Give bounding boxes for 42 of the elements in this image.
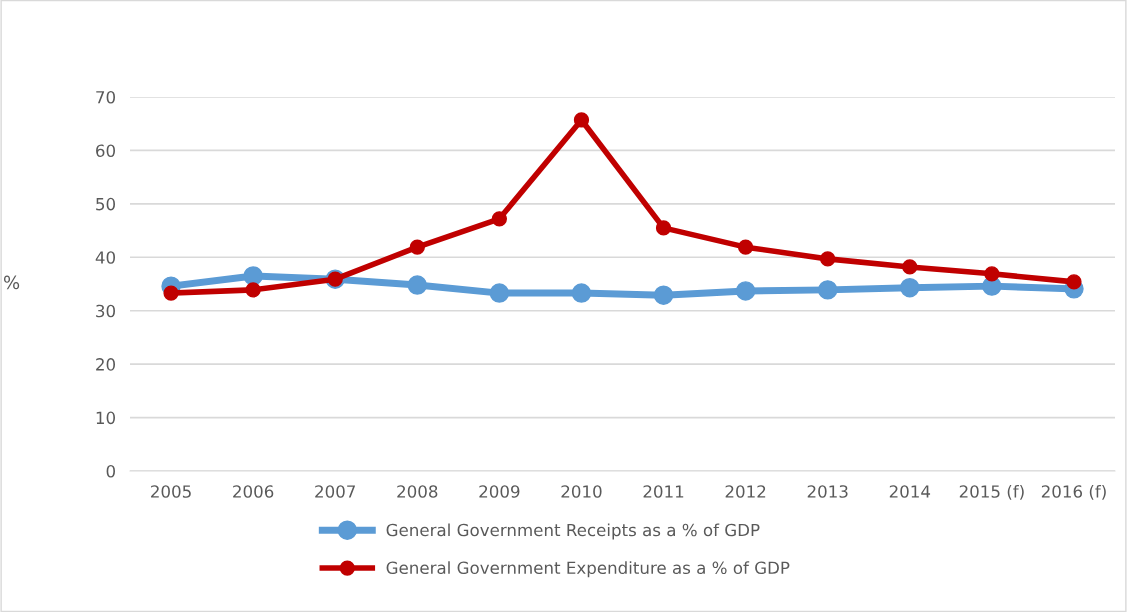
- point: [735, 281, 756, 301]
- y-tick-label: 20: [96, 358, 115, 371]
- x-tick-label: 2010: [561, 485, 602, 498]
- point: [245, 282, 261, 298]
- y-tick-label: 40: [95, 251, 115, 264]
- point: [817, 280, 838, 300]
- y-tick-label: 10: [96, 411, 115, 425]
- y-tick-label: 30: [96, 304, 115, 318]
- x-tick-label: 2015 (f): [959, 484, 1024, 500]
- x-tick-label: 2011: [643, 485, 684, 498]
- y-tick-label: 70: [96, 90, 115, 104]
- x-tick-label: 2016 (f): [1041, 484, 1106, 500]
- x-tick-label: 2007: [315, 485, 355, 498]
- legend-label: General Government Expenditure as a % of GDP: [386, 561, 790, 578]
- x-tick-label: 2008: [397, 485, 438, 498]
- x-tick-label: 2009: [479, 485, 520, 498]
- point: [655, 220, 672, 236]
- point: [491, 211, 508, 227]
- point: [653, 285, 674, 305]
- point: [163, 285, 179, 301]
- point: [820, 251, 836, 267]
- point: [984, 266, 1000, 282]
- point: [900, 278, 920, 298]
- point: [409, 239, 425, 255]
- legend-label: General Government Receipts as a % of GDP: [386, 523, 760, 540]
- point: [407, 275, 428, 295]
- y-axis-title: %: [3, 275, 20, 290]
- point: [1066, 274, 1082, 290]
- point: [571, 283, 592, 303]
- x-tick-label: 2013: [807, 485, 848, 498]
- y-tick-label: 0: [106, 464, 115, 478]
- y-tick-label: 50: [96, 197, 115, 211]
- x-tick-label: 2012: [725, 485, 766, 498]
- point: [902, 259, 918, 275]
- point: [489, 283, 510, 303]
- x-tick-label: 2014: [889, 485, 931, 498]
- point: [737, 239, 754, 255]
- x-tick-label: 2006: [233, 485, 274, 498]
- point: [243, 266, 263, 286]
- y-tick-label: 60: [96, 144, 115, 157]
- point: [573, 112, 590, 128]
- x-tick-label: 2005: [151, 485, 191, 498]
